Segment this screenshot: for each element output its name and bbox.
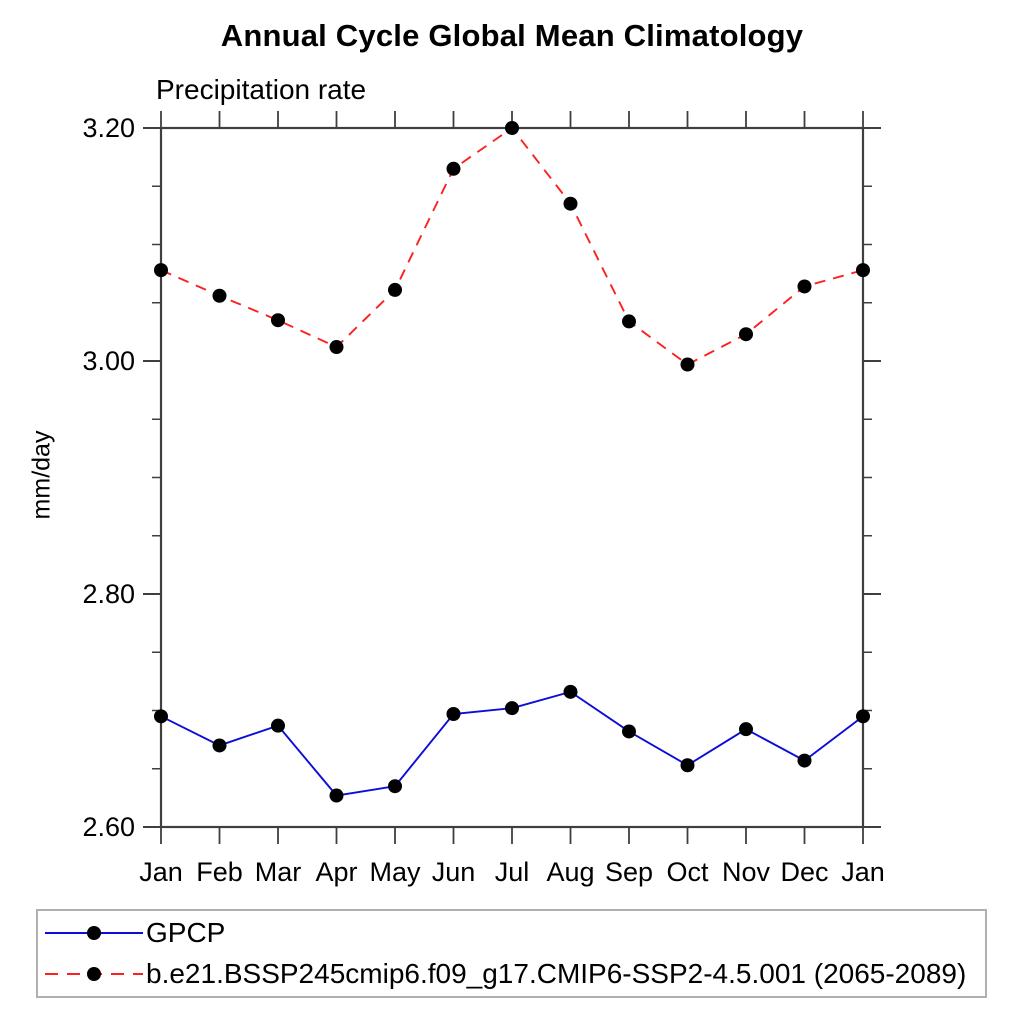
data-point (505, 701, 519, 716)
x-tick-label: Jul (495, 857, 530, 887)
series-line-model (160, 126, 864, 366)
x-tick-label: Jun (432, 857, 476, 887)
legend-item-model: b.e21.BSSP245cmip6.f09_g17.CMIP6-SSP2-4.… (42, 954, 985, 994)
data-point (271, 313, 285, 328)
plot-frame (159, 126, 865, 829)
data-point (856, 263, 870, 278)
legend-label-gpcp: GPCP (146, 916, 226, 948)
x-tick-label: Sep (605, 857, 653, 887)
data-point (739, 722, 753, 737)
x-tick-label: Oct (666, 857, 709, 887)
legend-marker-dot (87, 925, 101, 940)
data-point (622, 314, 636, 329)
x-tick-label: Nov (722, 857, 771, 887)
data-point (154, 709, 168, 724)
data-point (680, 758, 695, 773)
data-point (446, 706, 461, 721)
data-point (563, 196, 578, 211)
legend-line-sample-dashed (45, 967, 143, 982)
data-point (212, 288, 227, 303)
data-point (388, 282, 402, 297)
data-point (446, 161, 461, 176)
x-tick-label: Jan (841, 857, 885, 887)
data-point (505, 121, 519, 135)
x-tick-label: Feb (196, 857, 243, 887)
data-point (329, 340, 344, 355)
data-point (622, 724, 636, 739)
data-point (329, 788, 344, 803)
data-point (271, 718, 285, 733)
legend-box: GPCP b.e21.BSSP245cmip6.f09_g17.CMIP6-SS… (36, 909, 987, 998)
legend-label-model: b.e21.BSSP245cmip6.f09_g17.CMIP6-SSP2-4.… (146, 958, 967, 990)
data-point (797, 279, 812, 294)
data-point (563, 684, 578, 699)
data-point (388, 779, 402, 794)
x-tick-label: May (369, 857, 421, 887)
data-point (739, 327, 753, 342)
legend-line-sample-solid (45, 925, 143, 940)
x-tick-label: Dec (780, 857, 828, 887)
x-tick-label: Mar (255, 857, 302, 887)
y-tick-label: 2.60 (82, 812, 135, 842)
data-point (797, 753, 812, 768)
data-point (212, 738, 227, 753)
x-tick-label: Jan (139, 857, 183, 887)
y-tick-label: 2.80 (82, 579, 135, 609)
data-point (856, 709, 870, 724)
chart-title: Annual Cycle Global Mean Climatology (220, 18, 804, 53)
x-tick-label: Aug (546, 857, 594, 887)
legend-marker-dot (87, 967, 101, 982)
chart-subtitle: Precipitation rate (156, 74, 367, 105)
x-tick-label: Apr (315, 857, 357, 887)
data-point (680, 357, 695, 372)
legend-item-gpcp: GPCP (42, 913, 985, 953)
y-tick-label: 3.00 (82, 346, 135, 376)
data-point (154, 263, 168, 278)
y-tick-label: 3.20 (82, 113, 135, 143)
